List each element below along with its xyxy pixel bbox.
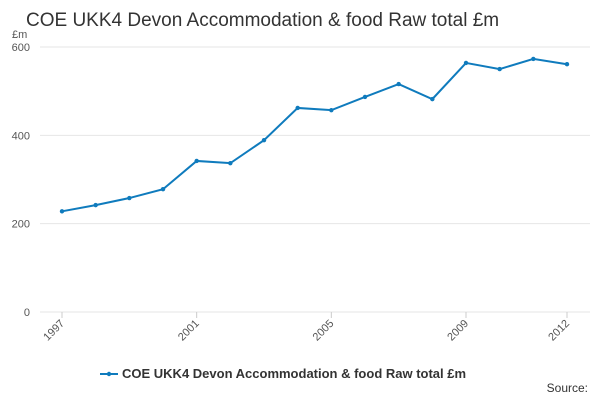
legend-marker bbox=[106, 371, 112, 377]
data-point bbox=[362, 94, 368, 100]
data-point bbox=[228, 160, 233, 166]
x-tick-label: 2009 bbox=[445, 318, 471, 344]
data-point bbox=[261, 137, 267, 143]
y-tick-label: 0 bbox=[24, 307, 30, 319]
y-tick-label: 600 bbox=[12, 42, 30, 54]
data-point bbox=[127, 195, 132, 201]
y-axis-label: £m bbox=[12, 29, 27, 41]
x-tick-label: 2005 bbox=[311, 318, 337, 344]
legend-label: COE UKK4 Devon Accommodation & food Raw … bbox=[122, 366, 466, 381]
data-point bbox=[396, 81, 401, 87]
data-point bbox=[194, 158, 199, 164]
x-tick-label: 1997 bbox=[41, 318, 67, 344]
x-tick-label: 2012 bbox=[546, 318, 572, 344]
data-point bbox=[463, 60, 469, 66]
data-point bbox=[93, 202, 98, 208]
data-point bbox=[59, 209, 65, 214]
data-point bbox=[430, 96, 435, 102]
x-tick-label: 2001 bbox=[176, 318, 202, 344]
y-tick-label: 200 bbox=[12, 219, 30, 231]
y-tick-label: 400 bbox=[12, 130, 30, 142]
data-point bbox=[531, 56, 536, 62]
data-point bbox=[497, 66, 502, 72]
data-point bbox=[295, 105, 300, 111]
data-point bbox=[329, 107, 334, 113]
data-point bbox=[564, 62, 570, 67]
chart-title: COE UKK4 Devon Accommodation & food Raw … bbox=[26, 10, 499, 31]
series-line bbox=[61, 57, 568, 213]
source: Source: bbox=[547, 381, 588, 395]
data-point bbox=[160, 187, 166, 192]
